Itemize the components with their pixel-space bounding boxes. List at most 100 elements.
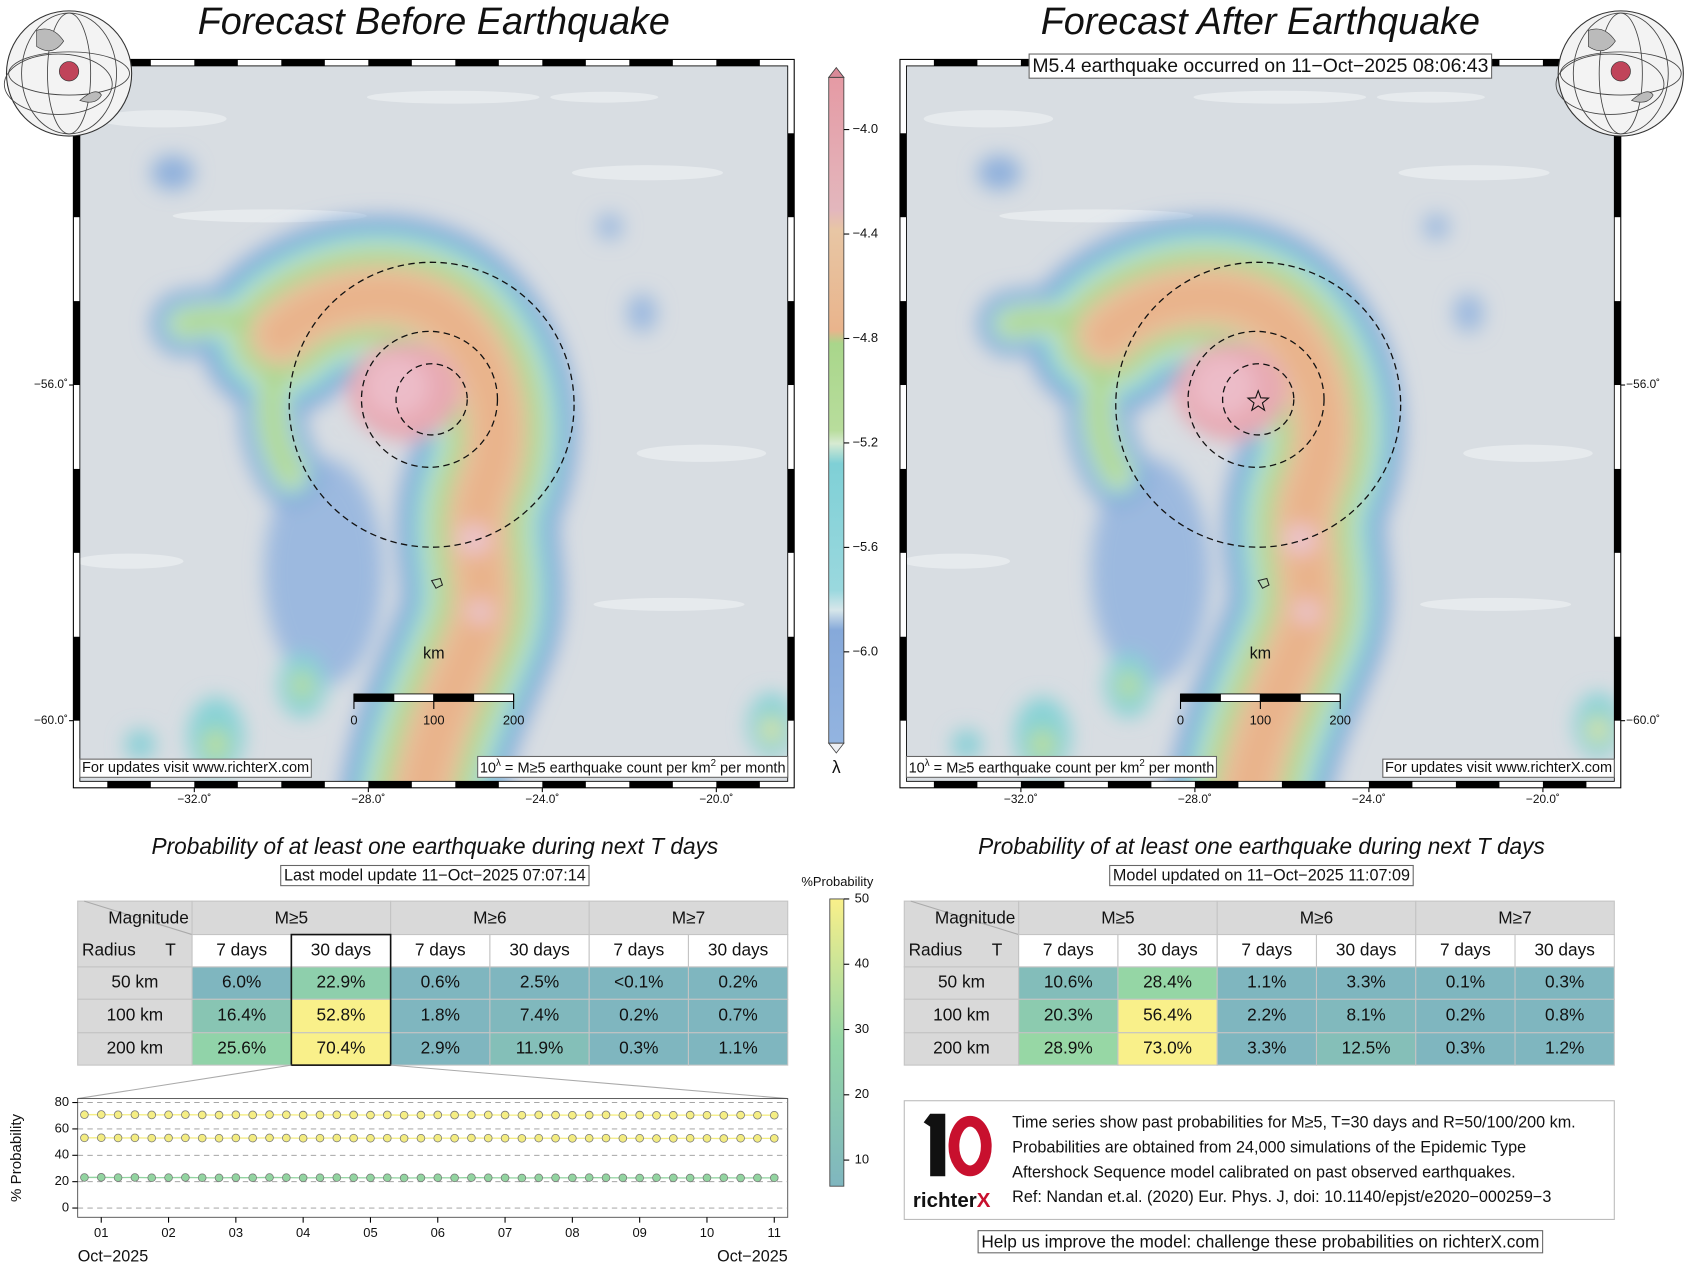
header-cell <box>588 900 789 936</box>
data-point <box>685 1110 695 1120</box>
terrain-blob <box>1293 598 1320 625</box>
duration-header: 30 days <box>509 939 569 959</box>
data-point <box>467 1133 476 1143</box>
lon-tick-label: −32.0˚ <box>1004 792 1038 806</box>
row-header-cell <box>77 966 193 1000</box>
y-axis-label: % Probability <box>8 1113 25 1202</box>
terrain-texture <box>172 209 367 223</box>
terrain-texture <box>550 91 659 103</box>
lon-tick-label: −28.0˚ <box>1178 792 1212 806</box>
data-point <box>500 1110 510 1120</box>
data-point <box>568 1173 577 1183</box>
info-line: Ref: Nandan et.al. (2020) Eur. Phys. J, … <box>1012 1188 1551 1206</box>
note-box <box>477 755 789 778</box>
data-point <box>231 1133 241 1143</box>
data-point <box>736 1134 745 1143</box>
frame-band <box>1281 781 1326 788</box>
frame-band <box>1020 781 1065 788</box>
lon-tick-label: −28.0˚ <box>351 792 385 806</box>
lat-tick-label: −60.0˚ <box>1626 713 1660 727</box>
probability-cell <box>588 1032 689 1066</box>
y-tick-label: 60 <box>55 1120 69 1135</box>
probability-value: 20.3% <box>1044 1005 1093 1025</box>
data-point <box>130 1110 140 1119</box>
header-cell <box>1216 900 1417 936</box>
data-point <box>584 1134 594 1143</box>
frame-band <box>716 781 760 788</box>
scale-segment <box>473 693 515 702</box>
frame-band <box>368 59 412 66</box>
terrain-blob <box>364 356 430 417</box>
data-point <box>669 1110 678 1120</box>
terrain-blob <box>458 523 491 556</box>
data-point <box>366 1173 375 1183</box>
terrain-texture <box>923 110 1054 128</box>
data-point <box>399 1110 409 1120</box>
data-point <box>332 1110 342 1120</box>
model-update: Last model update 11−Oct−2025 07:07:14 <box>284 867 586 885</box>
data-point <box>483 1173 493 1182</box>
probability-cell <box>687 998 789 1034</box>
probability-value: 0.6% <box>421 972 460 992</box>
probability-cell <box>1216 966 1318 1000</box>
map-inner-frame <box>79 65 789 782</box>
probability-value: <0.1% <box>614 972 663 992</box>
distance-ring <box>288 261 575 548</box>
scale-segment <box>1220 693 1261 702</box>
colorbar-tick-label: −4.4 <box>852 225 878 240</box>
note-box <box>1109 864 1414 887</box>
units-text: 10 <box>480 760 496 776</box>
superscript: λ <box>925 758 930 769</box>
data-point <box>197 1173 207 1182</box>
scale-segment <box>393 693 435 702</box>
frame-band <box>73 301 80 386</box>
data-point <box>298 1173 308 1183</box>
data-point <box>164 1173 173 1182</box>
probability-title: Probability of at least one earthquake d… <box>151 833 718 859</box>
probability-value: 0.8% <box>1545 1005 1584 1025</box>
scale-tick-label: 0 <box>350 712 357 727</box>
data-point <box>315 1110 325 1120</box>
logo-accent: X <box>977 1190 991 1213</box>
data-point <box>265 1110 274 1119</box>
terrain-blob <box>760 714 783 745</box>
probability-cell <box>390 998 491 1034</box>
duration-header: 7 days <box>1241 939 1292 959</box>
data-point <box>399 1173 409 1183</box>
data-point <box>584 1173 594 1182</box>
superscript: 2 <box>1139 758 1144 769</box>
duration-header: 7 days <box>415 939 466 959</box>
terrain-blob <box>977 155 1021 190</box>
colorbar-tick-label: 50 <box>855 890 869 905</box>
terrain-texture <box>1463 444 1593 462</box>
frame-band <box>73 468 80 553</box>
probability-value: 0.2% <box>718 972 757 992</box>
x-sublabel: Oct−2025 <box>717 1247 788 1265</box>
data-point <box>282 1110 291 1120</box>
logo-word: richter <box>913 1190 977 1213</box>
probability-cell <box>687 1032 789 1066</box>
row-header-cell <box>77 1032 193 1066</box>
data-point <box>265 1133 274 1143</box>
terrain-blob <box>264 458 384 686</box>
data-point <box>80 1133 89 1143</box>
logo-one <box>923 1113 946 1177</box>
terrain-blob <box>1029 727 1056 762</box>
data-point <box>568 1134 577 1143</box>
data-point <box>635 1110 644 1120</box>
data-point <box>80 1110 89 1119</box>
data-point <box>568 1110 577 1120</box>
data-point <box>551 1110 560 1120</box>
colorbar-label: λ <box>832 757 841 777</box>
scale-tick-label: 0 <box>1177 712 1184 727</box>
scale-segment <box>1180 693 1221 702</box>
probability-cell <box>1216 998 1318 1034</box>
probability-colorbar <box>829 898 845 1187</box>
data-point <box>332 1133 342 1143</box>
lat-tick-label: −56.0˚ <box>1626 377 1660 391</box>
duration-header: 30 days <box>1137 939 1197 959</box>
data-point <box>248 1133 257 1143</box>
probability-cell <box>191 998 292 1034</box>
data-point <box>685 1173 695 1183</box>
units-text: per month <box>716 760 786 776</box>
